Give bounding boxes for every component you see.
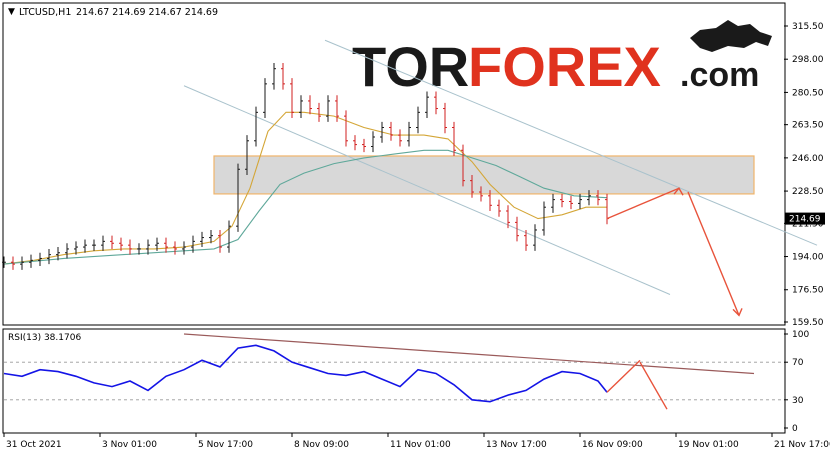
price-axis-label: 228.50 [792, 187, 824, 197]
symbol-dropdown-icon[interactable]: ▼ [8, 7, 15, 17]
forecast-arrowhead-down [732, 308, 743, 317]
price-axis-label: 159.50 [792, 318, 824, 328]
channel-upper-line [324, 39, 818, 246]
time-axis-label: 5 Nov 17:00 [198, 440, 253, 450]
rsi-trend-line [183, 333, 755, 375]
forecast-arrow-down [687, 191, 740, 316]
time-axis-label: 21 Nov 17:00 [774, 440, 830, 450]
ohlc-values: 214.67 214.69 214.67 214.69 [76, 7, 218, 18]
price-axis-label: 176.50 [792, 286, 824, 296]
rsi-title: RSI(13) 38.1706 [8, 333, 81, 343]
time-axis-label: 11 Nov 01:00 [390, 440, 451, 450]
price-axis-label: 315.50 [792, 22, 824, 32]
current-price-label: 214.69 [789, 215, 821, 225]
bull-logo-icon [690, 20, 772, 52]
price-axis-label: 298.00 [792, 55, 824, 65]
rsi-panel-frame [2, 328, 786, 434]
time-axis-label: 13 Nov 17:00 [486, 440, 547, 450]
price-axis-label: 280.50 [792, 88, 824, 98]
rsi-layer: RSI(13) 38.1706 [3, 333, 784, 410]
time-axis-label: 31 Oct 2021 [6, 440, 62, 450]
time-axis-label: 19 Nov 01:00 [678, 440, 739, 450]
price-axis-label: 194.00 [792, 253, 824, 263]
rsi-axis-label: 30 [792, 396, 804, 406]
rsi-axis-label: 70 [792, 358, 804, 368]
price-axis-label: 263.50 [792, 121, 824, 131]
rsi-forecast-up [606, 359, 641, 393]
symbol-label: LTCUSD,H1 [19, 7, 71, 18]
rsi-axis-label: 0 [792, 424, 798, 434]
time-axis-label: 3 Nov 01:00 [102, 440, 157, 450]
current-price-marker [785, 212, 825, 225]
time-axis-label: 8 Nov 09:00 [294, 440, 349, 450]
channel-lower-line [183, 85, 671, 295]
rsi-forecast-down [639, 361, 668, 410]
price-layer [2, 39, 818, 317]
axis-layer: 315.50298.00280.50263.50246.00228.50211.… [3, 22, 830, 450]
logo-forex: FOREX [468, 35, 661, 98]
forecast-arrowhead-up [673, 187, 684, 196]
rsi-axis-label: 100 [792, 330, 809, 340]
logo-tor: TOR [352, 35, 469, 98]
rsi-line [3, 344, 608, 403]
torforex-logo: TOR FOREX .com [352, 20, 772, 98]
price-axis-label: 246.00 [792, 154, 824, 164]
moving-average-fast [3, 111, 607, 265]
logo-suffix: .com [680, 56, 759, 94]
moving-average-slow [3, 149, 608, 265]
resistance-zone [213, 155, 755, 195]
forecast-arrow-up [606, 187, 680, 220]
time-axis-label: 16 Nov 09:00 [582, 440, 643, 450]
